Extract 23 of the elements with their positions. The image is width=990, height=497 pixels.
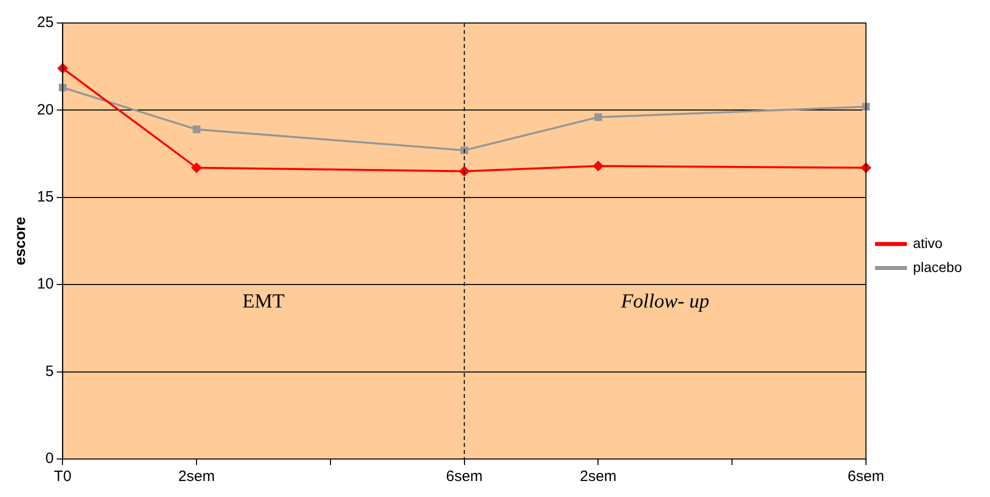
y-axis-title: escore (12, 216, 30, 266)
y-tick-label: 20 (36, 101, 54, 118)
point (594, 113, 602, 122)
y-tick-label: 15 (36, 188, 54, 206)
point (58, 84, 67, 92)
point (192, 162, 202, 173)
y-tick-label: 0 (45, 450, 54, 468)
x-tick-label: 2sem (178, 468, 215, 486)
y-tick-label: 10 (36, 276, 54, 293)
point (593, 161, 604, 172)
annotation: EMT (242, 290, 285, 312)
x-tick-label: 6sem (848, 468, 884, 486)
legend-label: ativo (912, 234, 943, 251)
legend-label: placebo (912, 258, 962, 275)
annotation: Follow- up (620, 290, 710, 312)
x-tick-label: 6sem (446, 468, 483, 486)
point (860, 162, 871, 173)
point (862, 102, 870, 111)
x-tick-label: T0 (54, 468, 72, 486)
point (192, 126, 200, 134)
y-tick-label: 5 (45, 362, 54, 380)
y-tick-label: 25 (36, 14, 54, 32)
x-tick-label: 2sem (580, 468, 617, 486)
